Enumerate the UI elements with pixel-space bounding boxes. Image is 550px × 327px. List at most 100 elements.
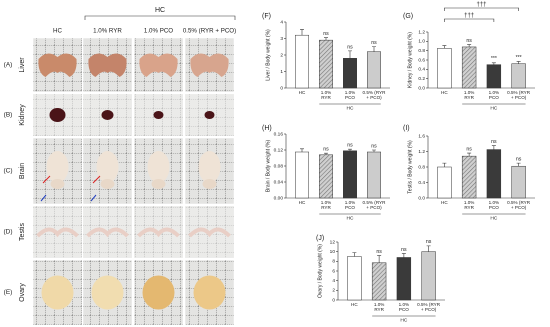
panel-label: (F) xyxy=(262,13,271,20)
error-bar xyxy=(442,162,447,167)
kidney xyxy=(49,108,66,122)
x-label-box: HC xyxy=(298,200,306,205)
kidney xyxy=(153,111,164,119)
testis xyxy=(86,227,129,238)
y-tick-label: 0.0 xyxy=(418,195,425,201)
photo xyxy=(82,37,133,93)
error-bar xyxy=(348,50,352,59)
x-label-box: 1.0% RYR xyxy=(464,200,474,210)
kidney xyxy=(204,111,215,119)
x-label-box: 1.0% RYR xyxy=(373,302,385,312)
y-tick-label: 0.04 xyxy=(274,179,284,185)
column-header: HC xyxy=(53,28,62,35)
row-label: Ovary xyxy=(19,283,26,302)
row-panel-label: (E) xyxy=(4,289,13,296)
y-axis-label: Kidney / Body weight (%) xyxy=(407,32,413,88)
significance-label: ns xyxy=(426,239,432,245)
panel-label: (H) xyxy=(262,125,272,132)
bar xyxy=(319,154,333,199)
x-label-box: HC xyxy=(351,302,358,307)
bar xyxy=(396,257,412,301)
significance-label: ns xyxy=(516,157,522,163)
x-label-box: 1.0% PCO xyxy=(344,90,356,100)
y-tick-label: 1.0 xyxy=(418,39,425,45)
y-tick-label: 0.8 xyxy=(418,164,425,170)
arrow-blue xyxy=(40,194,47,202)
x-tick-label: 0.5% (RYR + PCO) xyxy=(362,90,386,100)
x-label-box: 1.0% PCO xyxy=(398,302,410,312)
row-panel-label: (A) xyxy=(4,62,13,69)
y-tick-label: 2 xyxy=(280,52,283,58)
significance-label: ns xyxy=(323,147,329,153)
x-label-box: 0.5% (RYR + PCO) xyxy=(417,302,440,312)
x-label-box: 0.5% (RYR + PCO) xyxy=(507,200,531,210)
bar xyxy=(511,165,526,199)
x-label-box: 1.0% RYR xyxy=(321,90,331,100)
x-tick-label: 1.0% RYR xyxy=(373,302,385,312)
x-label-box: 1.0% PCO xyxy=(488,200,500,210)
photo xyxy=(133,93,184,137)
group-label: HC xyxy=(490,215,497,221)
ovary xyxy=(193,275,226,310)
photo xyxy=(82,93,133,137)
y-tick-label: 0 xyxy=(280,85,283,91)
x-label-box: HC xyxy=(298,90,306,95)
photo xyxy=(82,137,133,205)
x-label-box: 0.5% (RYR + PCO) xyxy=(363,200,386,210)
brain xyxy=(46,151,69,183)
photo xyxy=(82,259,133,326)
y-tick-label: 0 xyxy=(332,297,335,303)
y-tick-label: 3 xyxy=(280,36,283,42)
y-tick-label: 0.8 xyxy=(418,48,425,54)
photo xyxy=(184,37,235,93)
panel-label: (G) xyxy=(403,13,413,20)
x-tick-label: 1.0% PCO xyxy=(398,302,410,312)
x-tick-label: 0.5% (RYR + PCO) xyxy=(507,200,531,210)
brain xyxy=(96,151,119,183)
group-label: HC xyxy=(490,105,497,111)
y-tick-label: 0.6 xyxy=(418,57,425,63)
cerebellum xyxy=(100,179,115,189)
significance-label: ns xyxy=(466,38,472,44)
x-tick-label: HC xyxy=(298,90,306,95)
error-bar xyxy=(467,44,472,47)
testis xyxy=(137,227,180,238)
y-tick-label: 6 xyxy=(332,268,335,274)
panel-label: (I) xyxy=(403,125,410,132)
x-tick-label: 1.0% PCO xyxy=(488,200,500,210)
significance-label: ns xyxy=(491,139,497,145)
column-header: 1.0% RYR xyxy=(93,28,122,35)
x-tick-label: 1.0% RYR xyxy=(463,90,475,100)
row-panel-label: (C) xyxy=(3,168,12,175)
bar xyxy=(461,155,477,199)
photo xyxy=(32,259,83,326)
panel-label: (J) xyxy=(316,235,324,242)
error-bar xyxy=(324,37,328,41)
y-tick-label: 1.6 xyxy=(418,133,425,139)
ovary xyxy=(142,275,175,310)
error-bar xyxy=(348,148,352,151)
bar xyxy=(295,34,309,89)
x-tick-label: HC xyxy=(298,200,306,205)
x-tick-label: HC xyxy=(351,302,358,307)
photo xyxy=(133,259,184,326)
bar xyxy=(437,166,452,199)
bar xyxy=(319,39,333,89)
cerebellum xyxy=(50,179,65,189)
bar xyxy=(511,63,526,89)
y-tick-label: 4 xyxy=(332,278,335,284)
cerebellum xyxy=(202,179,217,189)
bar xyxy=(343,58,357,89)
y-tick-label: 0.00 xyxy=(274,195,284,201)
ovary xyxy=(91,275,124,310)
y-tick-label: 1 xyxy=(280,69,283,75)
photo xyxy=(133,37,184,93)
x-tick-label: 1.0% PCO xyxy=(344,90,356,100)
x-label-box: HC xyxy=(441,90,448,95)
testis xyxy=(36,227,79,238)
y-tick-label: 10 xyxy=(330,249,336,255)
ovary xyxy=(41,275,74,310)
comparison-bracket xyxy=(444,7,519,11)
group-label: HC xyxy=(400,317,407,323)
